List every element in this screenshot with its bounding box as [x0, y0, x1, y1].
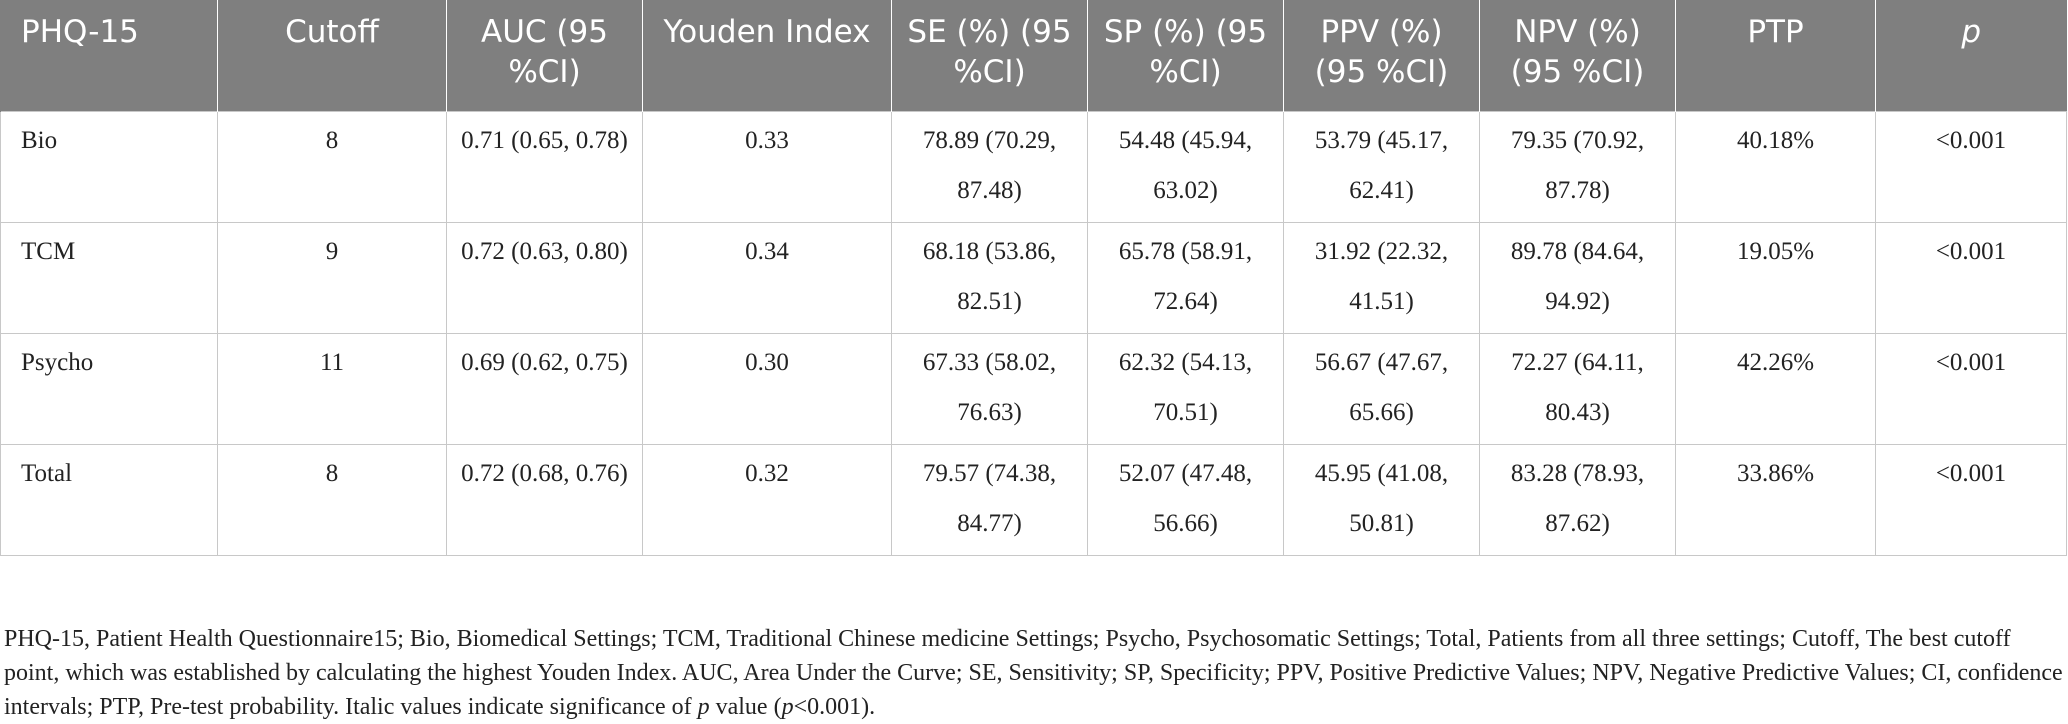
table-cell: TCM: [0, 221, 218, 334]
header-cell: Cutoff: [217, 0, 447, 111]
table-cell: 8: [217, 443, 447, 556]
table-cell: Bio: [0, 110, 218, 223]
table-footnote: PHQ-15, Patient Health Questionnaire15; …: [4, 622, 2064, 724]
table-cell: 78.89 (70.29, 87.48): [891, 110, 1088, 223]
table-cell: 68.18 (53.86, 82.51): [891, 221, 1088, 334]
table-cell: 65.78 (58.91, 72.64): [1087, 221, 1284, 334]
table-cell: 52.07 (47.48, 56.66): [1087, 443, 1284, 556]
table-cell: 79.35 (70.92, 87.78): [1479, 110, 1676, 223]
table-cell: 56.67 (47.67, 65.66): [1283, 332, 1480, 445]
results-table: PHQ-15 Cutoff AUC (95 %CI) Youden Index …: [0, 0, 2067, 556]
table-cell: Total: [0, 443, 218, 556]
table-cell: 0.71 (0.65, 0.78): [446, 110, 643, 223]
header-cell: PPV (%) (95 %CI): [1283, 0, 1480, 111]
table-cell: 0.72 (0.63, 0.80): [446, 221, 643, 334]
header-cell: NPV (%) (95 %CI): [1479, 0, 1676, 111]
table-cell: 9: [217, 221, 447, 334]
table-cell: <0.001: [1875, 443, 2067, 556]
table-cell: 67.33 (58.02, 76.63): [891, 332, 1088, 445]
header-cell: SP (%) (95 %CI): [1087, 0, 1284, 111]
footnote-p-symbol: p: [781, 694, 794, 720]
table-cell: 0.33: [642, 110, 892, 223]
header-cell: SE (%) (95 %CI): [891, 0, 1088, 111]
table-row: Bio 8 0.71 (0.65, 0.78) 0.33 78.89 (70.2…: [0, 110, 2067, 223]
table-cell: 54.48 (45.94, 63.02): [1087, 110, 1284, 223]
footnote-text: <0.001).: [793, 694, 876, 720]
table-cell: 79.57 (74.38, 84.77): [891, 443, 1088, 556]
table-cell: 72.27 (64.11, 80.43): [1479, 332, 1676, 445]
table-row: TCM 9 0.72 (0.63, 0.80) 0.34 68.18 (53.8…: [0, 221, 2067, 334]
table-cell: 11: [217, 332, 447, 445]
table-cell: Psycho: [0, 332, 218, 445]
header-row: PHQ-15 Cutoff AUC (95 %CI) Youden Index …: [0, 0, 2067, 111]
header-cell: p: [1875, 0, 2067, 111]
table-cell: 0.30: [642, 332, 892, 445]
table-cell: 83.28 (78.93, 87.62): [1479, 443, 1676, 556]
table-row: Psycho 11 0.69 (0.62, 0.75) 0.30 67.33 (…: [0, 332, 2067, 445]
table-cell: 0.72 (0.68, 0.76): [446, 443, 643, 556]
header-cell: AUC (95 %CI): [446, 0, 643, 111]
footnote-text: value (: [709, 694, 782, 720]
footnote-text: PHQ-15, Patient Health Questionnaire15; …: [4, 626, 2063, 720]
table-cell: <0.001: [1875, 110, 2067, 223]
table-cell: 0.69 (0.62, 0.75): [446, 332, 643, 445]
table-cell: 19.05%: [1675, 221, 1876, 334]
table-cell: 0.32: [642, 443, 892, 556]
table-cell: 89.78 (84.64, 94.92): [1479, 221, 1676, 334]
table-row: Total 8 0.72 (0.68, 0.76) 0.32 79.57 (74…: [0, 443, 2067, 556]
table-cell: <0.001: [1875, 221, 2067, 334]
header-cell: Youden Index: [642, 0, 892, 111]
table-cell: <0.001: [1875, 332, 2067, 445]
table-cell: 0.34: [642, 221, 892, 334]
header-cell: PTP: [1675, 0, 1876, 111]
table-cell: 45.95 (41.08, 50.81): [1283, 443, 1480, 556]
table-cell: 31.92 (22.32, 41.51): [1283, 221, 1480, 334]
table-cell: 42.26%: [1675, 332, 1876, 445]
table-cell: 40.18%: [1675, 110, 1876, 223]
table-cell: 53.79 (45.17, 62.41): [1283, 110, 1480, 223]
table-cell: 62.32 (54.13, 70.51): [1087, 332, 1284, 445]
footnote-p-symbol: p: [697, 694, 710, 720]
header-cell: PHQ-15: [0, 0, 218, 111]
table-cell: 8: [217, 110, 447, 223]
table-cell: 33.86%: [1675, 443, 1876, 556]
